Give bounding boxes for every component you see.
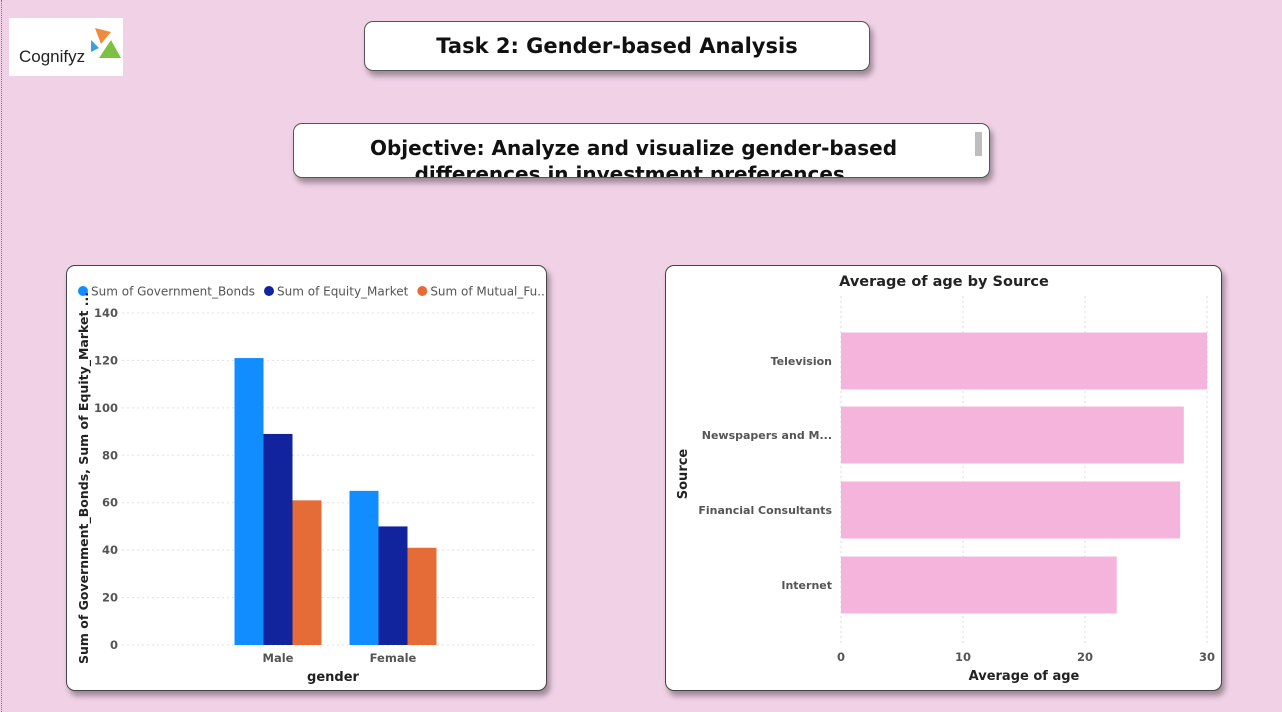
x-axis-title: gender: [307, 670, 360, 685]
x-tick-label-0: 0: [837, 650, 845, 664]
page-title: Task 2: Gender-based Analysis: [436, 34, 798, 58]
age-by-source-chart: Average of age by Source 0 10 20 30 Televisio…: [676, 274, 1215, 684]
x-tick-label-0: Male: [263, 651, 294, 665]
logo-text: Cognifyz: [19, 47, 86, 66]
y-tick-label-1: Newspapers and M...: [702, 429, 832, 442]
page-edge: [1, 0, 2, 712]
y-tick-label-3: Internet: [781, 579, 832, 592]
x-tick-label-1: Female: [370, 651, 417, 665]
y-axis-title: Source: [676, 449, 691, 500]
gender-investment-chart: Sum of Government_Bonds Sum of Equity_Mar…: [76, 285, 549, 686]
bar-male-2: [292, 500, 322, 645]
y-tick-label-5: 100: [94, 401, 118, 415]
chart-title: Average of age by Source: [839, 274, 1049, 290]
y-tick-label-2: Financial Consultants: [698, 504, 832, 517]
legend-marker-1: [264, 286, 274, 296]
y-tick-label-4: 80: [102, 448, 118, 462]
x-axis-title: Average of age: [969, 669, 1080, 684]
y-tick-label-6: 120: [94, 353, 118, 367]
x-tick-label-3: 30: [1199, 650, 1215, 664]
bar-male-0: [234, 358, 264, 645]
cognifyz-logo: Cognifyz: [9, 18, 123, 76]
bar-source-3: [841, 556, 1117, 614]
y-axis-title: Sum of Government_Bonds, Sum of Equity_M…: [76, 292, 92, 664]
legend-marker-2: [417, 286, 428, 296]
legend-marker-0: [78, 286, 88, 296]
bar-source-1: [841, 406, 1184, 464]
bar-female-0: [349, 490, 379, 645]
gender-investment-chart-card[interactable]: Sum of Government_Bonds Sum of Equity_Mar…: [66, 265, 549, 691]
legend-label-2: Sum of Mutual_Fu...: [430, 285, 546, 299]
x-tick-label-1: 10: [955, 650, 971, 664]
y-tick-label-7: 140: [94, 306, 118, 320]
objective-text: Objective: Analyze and visualize gender-…: [369, 136, 898, 178]
bar-male-1: [263, 433, 293, 645]
y-tick-label-0: Television: [771, 355, 832, 368]
bar-source-0: [841, 332, 1207, 390]
y-tick-label-2: 40: [102, 543, 118, 557]
x-tick-label-2: 20: [1077, 650, 1093, 664]
y-tick-label-1: 20: [102, 591, 118, 605]
age-by-source-chart-card[interactable]: Average of age by Source 0 10 20 30 Televisio…: [665, 265, 1222, 691]
legend-label-1: Sum of Equity_Market: [277, 285, 409, 299]
objective-scrollbar[interactable]: [975, 132, 982, 156]
page-title-box: Task 2: Gender-based Analysis: [364, 21, 870, 71]
logo-triangles-icon: [91, 28, 121, 58]
objective-textbox[interactable]: Objective: Analyze and visualize gender-…: [293, 123, 990, 178]
legend-label-0: Sum of Government_Bonds: [91, 285, 255, 299]
bar-female-1: [378, 526, 408, 645]
y-tick-label-3: 60: [102, 496, 118, 510]
bar-female-2: [407, 547, 437, 645]
y-tick-label-0: 0: [110, 638, 118, 652]
bar-source-2: [841, 481, 1181, 539]
